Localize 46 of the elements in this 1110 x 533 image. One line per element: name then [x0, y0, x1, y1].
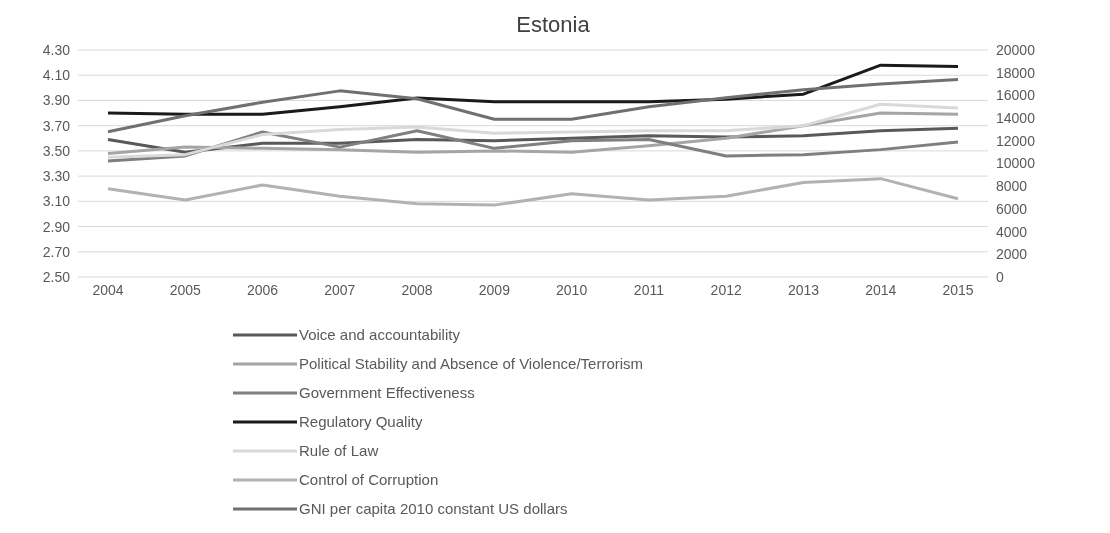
y-tick-label: 3.50 — [42, 142, 71, 159]
y2-tick-label: 0 — [996, 268, 1004, 285]
y-tick-label: 3.30 — [42, 168, 71, 185]
x-tick-label: 2013 — [787, 281, 820, 298]
chart-title: Estonia — [515, 11, 591, 39]
line-series — [106, 177, 960, 207]
legend-label: GNI per capita 2010 constant US dollars — [299, 500, 568, 517]
y2-tick-label: 6000 — [996, 200, 1028, 217]
y2-tick-label: 4000 — [996, 223, 1028, 240]
line-series — [106, 129, 960, 163]
y-tick-label: 2.90 — [42, 218, 71, 235]
x-tick-label: 2005 — [169, 281, 202, 298]
x-tick-label: 2010 — [556, 281, 588, 298]
y2-tick-label: 10000 — [996, 155, 1036, 172]
y-tick-label: 3.10 — [42, 193, 71, 210]
y-tick-label: 3.90 — [42, 92, 71, 109]
y2-tick-label: 16000 — [996, 87, 1036, 104]
line-series — [106, 78, 960, 134]
legend-label: Government Effectiveness — [299, 384, 475, 401]
line-series — [106, 63, 960, 116]
x-tick-label: 2004 — [92, 281, 124, 298]
x-tick-label: 2006 — [246, 281, 279, 298]
y2-tick-label: 20000 — [996, 41, 1036, 58]
x-tick-label: 2014 — [865, 281, 897, 298]
y2-tick-label: 18000 — [996, 64, 1036, 81]
legend-label: Control of Corruption — [299, 471, 439, 488]
y2-tick-label: 12000 — [996, 132, 1036, 149]
line-series — [106, 111, 960, 155]
y-tick-label: 4.30 — [42, 41, 71, 58]
x-tick-label: 2012 — [710, 281, 742, 298]
x-tick-label: 2007 — [324, 281, 356, 298]
y2-tick-label: 2000 — [996, 246, 1028, 263]
y-tick-label: 3.70 — [42, 117, 71, 134]
legend-label: Voice and accountability — [299, 326, 460, 343]
x-tick-label: 2008 — [401, 281, 433, 298]
y-tick-label: 2.50 — [42, 268, 71, 285]
x-tick-label: 2015 — [942, 281, 974, 298]
x-tick-label: 2009 — [478, 281, 511, 298]
y2-tick-label: 8000 — [996, 178, 1028, 195]
y-tick-label: 4.10 — [42, 67, 71, 84]
legend-label: Political Stability and Absence of Violence/Terrorism — [299, 355, 644, 372]
y-tick-label: 2.70 — [42, 243, 71, 260]
legend-label: Rule of Law — [299, 442, 379, 459]
legend-label: Regulatory Quality — [299, 413, 423, 430]
x-tick-label: 2011 — [633, 281, 665, 298]
y2-tick-label: 14000 — [996, 110, 1036, 127]
